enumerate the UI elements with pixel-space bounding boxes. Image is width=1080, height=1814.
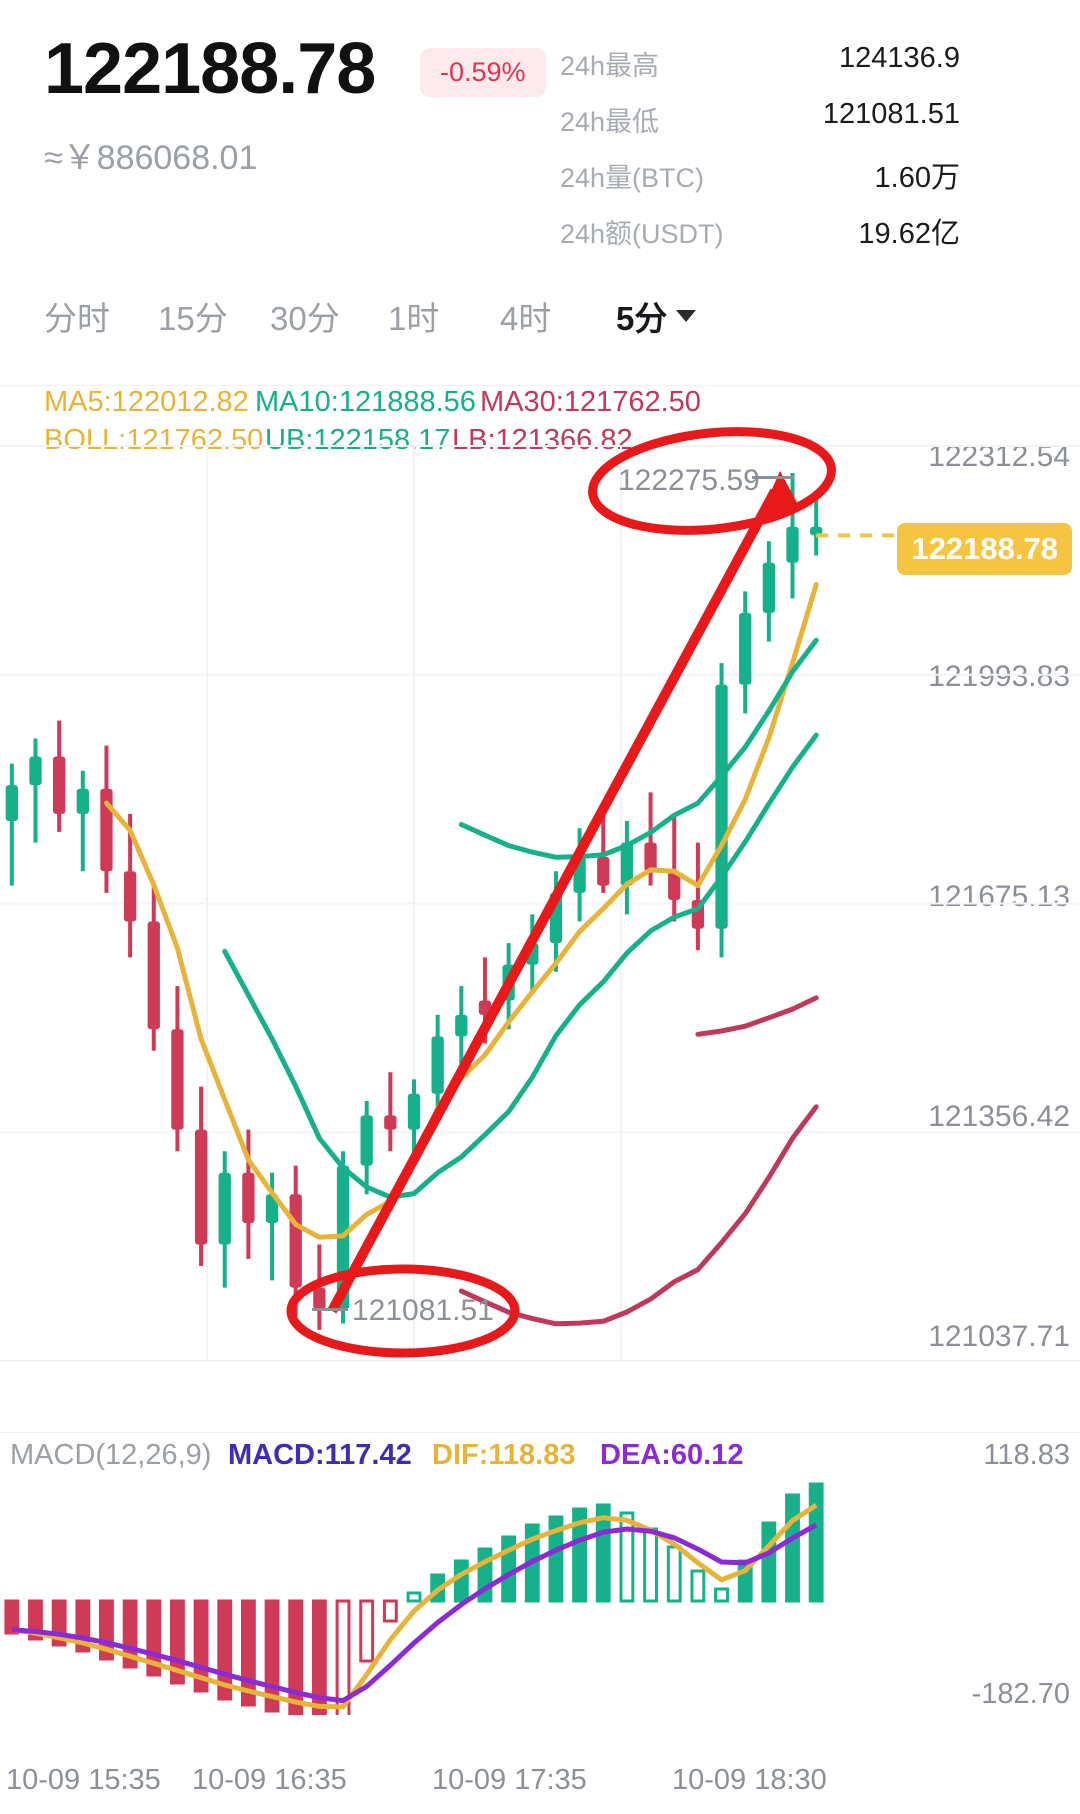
macd-canvas (4, 1482, 824, 1715)
stat-label: 24h最高 (560, 51, 660, 81)
tab-1h[interactable]: 1时 (388, 300, 440, 337)
stat-value: 124136.9 (839, 42, 960, 74)
kline-canvas (0, 445, 1080, 1362)
current-price-badge: 122188.78 (897, 523, 1072, 575)
x-axis-label: 10-09 16:35 (192, 1764, 347, 1796)
ticker-header: 122188.78 -0.59% ≈￥886068.01 24h最高 12413… (0, 0, 1080, 268)
change-percent-badge: -0.59% (420, 48, 546, 97)
legend-boll: BOLL:121762.50 (44, 424, 264, 456)
tab-30m[interactable]: 30分 (270, 300, 340, 337)
dea-value: DEA:60.12 (600, 1439, 744, 1471)
stat-label: 24h最低 (560, 107, 660, 137)
timeframe-tabs: 分时 15分 30分 1时 4时 5分 (0, 278, 1080, 370)
y-axis-label: 121993.83 (928, 660, 1070, 693)
callout-high-value: 122275.59 (618, 464, 760, 497)
tab-5m[interactable]: 5分 (616, 300, 668, 337)
legend-ub: UB:122158.17 (265, 424, 451, 456)
x-axis: 10-09 15:35 10-09 16:35 10-09 17:35 10-0… (0, 1764, 1080, 1814)
y-axis-label: 121037.71 (928, 1320, 1070, 1353)
stat-value: 1.60万 (874, 162, 960, 194)
x-axis-label: 10-09 17:35 (432, 1764, 587, 1796)
last-price: 122188.78 (44, 29, 376, 109)
stat-label: 24h量(BTC) (560, 163, 705, 193)
tab-15m[interactable]: 15分 (158, 300, 228, 337)
kline-chart[interactable]: MA5:122012.82 MA10:121888.56 MA30:121762… (0, 385, 1080, 1796)
macd-axis-top: 118.83 (983, 1439, 1070, 1471)
macd-chart[interactable]: MACD(12,26,9) MACD:117.42 DIF:118.83 DEA… (0, 1432, 1080, 1715)
legend-ma30: MA30:121762.50 (480, 386, 701, 418)
x-axis-label: 10-09 18:30 (672, 1764, 827, 1796)
callout-low-leader (312, 1308, 348, 1311)
legend-ma5: MA5:122012.82 (44, 386, 249, 418)
stat-value: 19.62亿 (858, 218, 960, 250)
stats-list: 24h最高 124136.9 24h最低 121081.51 24h量(BTC)… (560, 36, 960, 260)
ma-legend-row: MA5:122012.82 MA10:121888.56 MA30:121762… (0, 386, 1080, 424)
y-axis-label: 121675.13 (928, 880, 1070, 913)
stat-row: 24h量(BTC) 1.60万 (560, 148, 960, 204)
callout-high-leader (752, 476, 794, 479)
macd-value: MACD:117.42 (228, 1439, 412, 1471)
stat-row: 24h最低 121081.51 (560, 92, 960, 148)
price-cny: ≈￥886068.01 (44, 139, 258, 177)
macd-title: MACD(12,26,9) (10, 1439, 212, 1471)
tab-4h[interactable]: 4时 (500, 300, 552, 337)
tab-fenshi[interactable]: 分时 (44, 300, 110, 337)
x-axis-label: 10-09 15:35 (6, 1764, 161, 1796)
macd-axis-bottom: -182.70 (971, 1678, 1070, 1710)
callout-low-value: 121081.51 (352, 1294, 494, 1327)
stat-value: 121081.51 (822, 98, 960, 130)
y-axis-label: 121356.42 (928, 1100, 1070, 1133)
legend-ma10: MA10:121888.56 (255, 386, 476, 418)
stat-row: 24h额(USDT) 19.62亿 (560, 204, 960, 260)
dif-value: DIF:118.83 (432, 1439, 576, 1471)
stat-label: 24h额(USDT) (560, 219, 724, 249)
stat-row: 24h最高 124136.9 (560, 36, 960, 92)
chevron-down-icon[interactable] (676, 310, 696, 322)
